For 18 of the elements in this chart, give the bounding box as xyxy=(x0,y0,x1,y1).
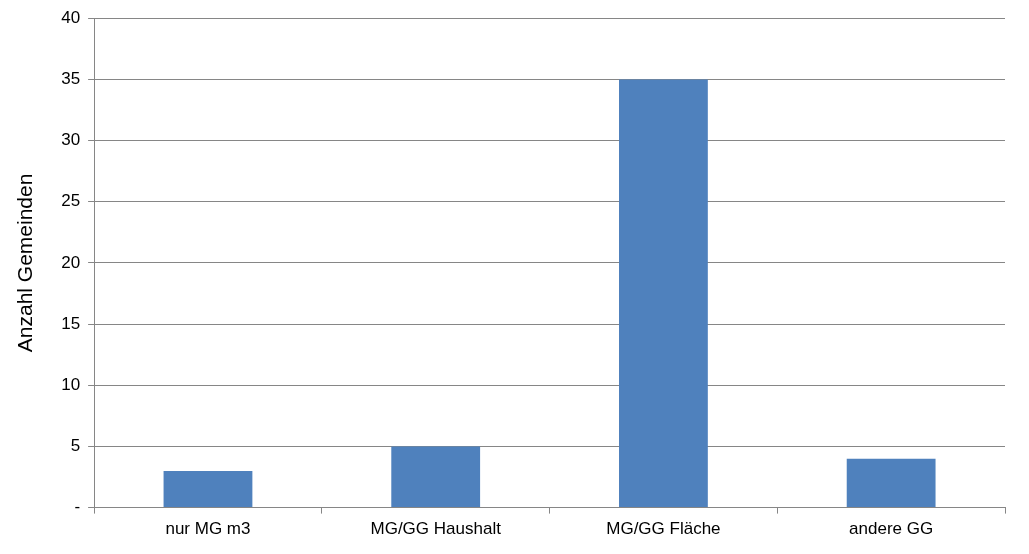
bar xyxy=(619,79,708,508)
y-tick-label: 15 xyxy=(61,313,81,333)
y-axis-title: Anzahl Gemeinden xyxy=(13,173,37,353)
x-tick-label: MG/GG Haushalt xyxy=(370,519,502,539)
y-tick-label: 35 xyxy=(61,69,81,89)
bar xyxy=(163,470,253,508)
bar xyxy=(391,446,481,508)
y-tick-label: 5 xyxy=(70,436,81,456)
bar xyxy=(846,458,936,508)
y-tick-label: - xyxy=(74,497,81,517)
x-tick-label: nur MG m3 xyxy=(165,519,251,539)
y-tick-label: 25 xyxy=(61,191,81,211)
x-tick-label: MG/GG Fläche xyxy=(606,519,721,539)
y-tick-label: 20 xyxy=(61,252,81,272)
y-tick-label: 30 xyxy=(61,130,81,150)
y-tick-label: 40 xyxy=(61,7,81,27)
y-tick-label: 10 xyxy=(61,374,81,394)
x-tick-label: andere GG xyxy=(849,519,934,539)
